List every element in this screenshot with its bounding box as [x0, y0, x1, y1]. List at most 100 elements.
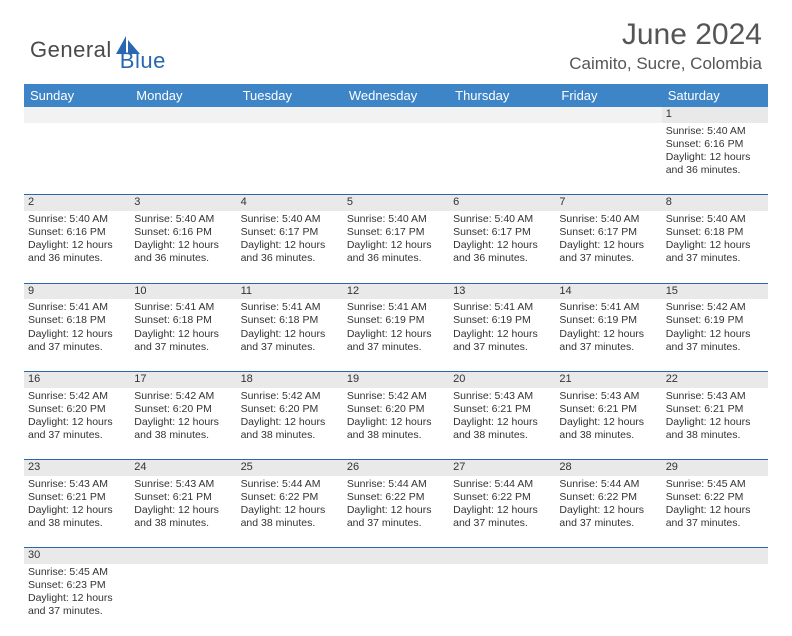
day-header: Wednesday [343, 84, 449, 107]
daylight-line: Daylight: 12 hours and 37 minutes. [28, 328, 126, 354]
daylight-line: Daylight: 12 hours and 38 minutes. [559, 416, 657, 442]
sunset-line: Sunset: 6:21 PM [559, 403, 657, 416]
day-number-row: 16171819202122 [24, 371, 768, 387]
daylight-line: Daylight: 12 hours and 37 minutes. [559, 239, 657, 265]
sunrise-line: Sunrise: 5:40 AM [453, 213, 551, 226]
daylight-line: Daylight: 12 hours and 36 minutes. [134, 239, 232, 265]
day-cell: Sunrise: 5:43 AMSunset: 6:21 PMDaylight:… [662, 388, 768, 460]
day-number-row: 1 [24, 107, 768, 123]
sunset-line: Sunset: 6:19 PM [559, 314, 657, 327]
day-number-cell [555, 548, 661, 564]
day-number-cell [343, 548, 449, 564]
sunrise-line: Sunrise: 5:42 AM [666, 301, 764, 314]
daylight-line: Daylight: 12 hours and 38 minutes. [134, 416, 232, 442]
sunrise-line: Sunrise: 5:41 AM [241, 301, 339, 314]
day-number-cell: 9 [24, 283, 130, 299]
daylight-line: Daylight: 12 hours and 37 minutes. [28, 592, 126, 618]
day-header: Sunday [24, 84, 130, 107]
sunrise-line: Sunrise: 5:40 AM [241, 213, 339, 226]
sunrise-line: Sunrise: 5:45 AM [666, 478, 764, 491]
daylight-line: Daylight: 12 hours and 36 minutes. [453, 239, 551, 265]
day-cell: Sunrise: 5:43 AMSunset: 6:21 PMDaylight:… [130, 476, 236, 548]
brand-text-general: General [30, 37, 112, 63]
day-cell [449, 564, 555, 636]
day-cell [237, 564, 343, 636]
day-number-cell [449, 107, 555, 123]
day-cell: Sunrise: 5:41 AMSunset: 6:19 PMDaylight:… [555, 299, 661, 371]
day-cell: Sunrise: 5:40 AMSunset: 6:16 PMDaylight:… [24, 211, 130, 283]
week-row: Sunrise: 5:43 AMSunset: 6:21 PMDaylight:… [24, 476, 768, 548]
sunrise-line: Sunrise: 5:43 AM [666, 390, 764, 403]
day-cell: Sunrise: 5:40 AMSunset: 6:18 PMDaylight:… [662, 211, 768, 283]
day-number-cell [130, 107, 236, 123]
day-number-cell: 18 [237, 371, 343, 387]
sunset-line: Sunset: 6:18 PM [666, 226, 764, 239]
daylight-line: Daylight: 12 hours and 37 minutes. [453, 328, 551, 354]
sunrise-line: Sunrise: 5:42 AM [134, 390, 232, 403]
brand-logo: General Blue [30, 26, 166, 74]
day-cell: Sunrise: 5:42 AMSunset: 6:20 PMDaylight:… [343, 388, 449, 460]
sunrise-line: Sunrise: 5:44 AM [347, 478, 445, 491]
sunset-line: Sunset: 6:18 PM [241, 314, 339, 327]
day-number-cell: 10 [130, 283, 236, 299]
day-cell: Sunrise: 5:40 AMSunset: 6:17 PMDaylight:… [237, 211, 343, 283]
day-number-cell: 27 [449, 460, 555, 476]
sunset-line: Sunset: 6:16 PM [666, 138, 764, 151]
sunrise-line: Sunrise: 5:43 AM [559, 390, 657, 403]
sunrise-line: Sunrise: 5:41 AM [347, 301, 445, 314]
day-number-cell: 14 [555, 283, 661, 299]
day-cell [343, 123, 449, 195]
daylight-line: Daylight: 12 hours and 38 minutes. [241, 416, 339, 442]
day-number-cell [237, 107, 343, 123]
sunset-line: Sunset: 6:21 PM [28, 491, 126, 504]
week-row: Sunrise: 5:40 AMSunset: 6:16 PMDaylight:… [24, 211, 768, 283]
sunrise-line: Sunrise: 5:42 AM [347, 390, 445, 403]
day-number-row: 9101112131415 [24, 283, 768, 299]
day-cell: Sunrise: 5:41 AMSunset: 6:19 PMDaylight:… [343, 299, 449, 371]
day-cell [130, 123, 236, 195]
sunset-line: Sunset: 6:16 PM [28, 226, 126, 239]
location-subtitle: Caimito, Sucre, Colombia [569, 54, 762, 74]
daylight-line: Daylight: 12 hours and 38 minutes. [453, 416, 551, 442]
day-cell [24, 123, 130, 195]
day-header: Friday [555, 84, 661, 107]
day-cell: Sunrise: 5:42 AMSunset: 6:20 PMDaylight:… [130, 388, 236, 460]
daylight-line: Daylight: 12 hours and 38 minutes. [347, 416, 445, 442]
day-number-cell: 11 [237, 283, 343, 299]
day-cell: Sunrise: 5:41 AMSunset: 6:18 PMDaylight:… [24, 299, 130, 371]
daylight-line: Daylight: 12 hours and 36 minutes. [666, 151, 764, 177]
day-number-cell [343, 107, 449, 123]
day-number-cell: 1 [662, 107, 768, 123]
week-row: Sunrise: 5:42 AMSunset: 6:20 PMDaylight:… [24, 388, 768, 460]
daylight-line: Daylight: 12 hours and 37 minutes. [28, 416, 126, 442]
brand-text-blue: Blue [120, 48, 166, 74]
week-row: Sunrise: 5:41 AMSunset: 6:18 PMDaylight:… [24, 299, 768, 371]
day-number-cell: 28 [555, 460, 661, 476]
day-cell: Sunrise: 5:40 AMSunset: 6:17 PMDaylight:… [555, 211, 661, 283]
sunrise-line: Sunrise: 5:44 AM [559, 478, 657, 491]
sunset-line: Sunset: 6:19 PM [453, 314, 551, 327]
day-number-cell: 17 [130, 371, 236, 387]
sunset-line: Sunset: 6:20 PM [28, 403, 126, 416]
day-number-cell [24, 107, 130, 123]
day-header: Saturday [662, 84, 768, 107]
daylight-line: Daylight: 12 hours and 36 minutes. [28, 239, 126, 265]
daylight-line: Daylight: 12 hours and 37 minutes. [666, 504, 764, 530]
day-number-cell [237, 548, 343, 564]
sunrise-line: Sunrise: 5:41 AM [453, 301, 551, 314]
day-number-cell: 7 [555, 195, 661, 211]
day-number-cell: 29 [662, 460, 768, 476]
day-number-cell: 12 [343, 283, 449, 299]
day-cell: Sunrise: 5:41 AMSunset: 6:18 PMDaylight:… [237, 299, 343, 371]
sunrise-line: Sunrise: 5:40 AM [347, 213, 445, 226]
day-number-cell: 16 [24, 371, 130, 387]
sunset-line: Sunset: 6:17 PM [559, 226, 657, 239]
day-cell: Sunrise: 5:45 AMSunset: 6:23 PMDaylight:… [24, 564, 130, 636]
day-cell [555, 123, 661, 195]
daylight-line: Daylight: 12 hours and 38 minutes. [666, 416, 764, 442]
sunset-line: Sunset: 6:20 PM [347, 403, 445, 416]
sunrise-line: Sunrise: 5:44 AM [453, 478, 551, 491]
day-number-cell [555, 107, 661, 123]
daylight-line: Daylight: 12 hours and 37 minutes. [453, 504, 551, 530]
day-header-row: Sunday Monday Tuesday Wednesday Thursday… [24, 84, 768, 107]
